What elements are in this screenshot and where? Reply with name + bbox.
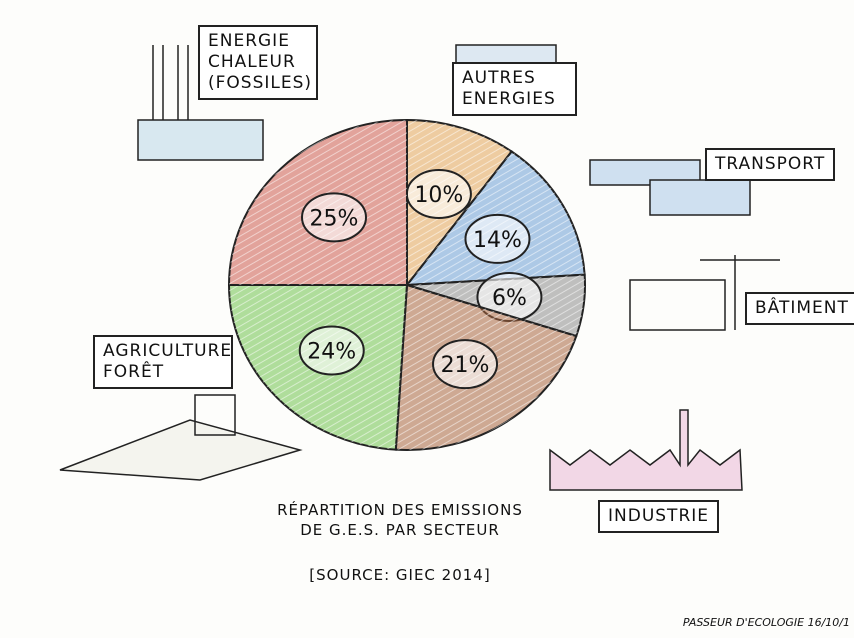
decor xyxy=(59,44,780,491)
value-label: 6% xyxy=(492,286,527,311)
label-ring xyxy=(432,339,499,390)
footer: PASSEUR D'ECOLOGIE 16/10/1 xyxy=(682,616,850,629)
pie: 10% 14% 6% 21% 24% 25% xyxy=(227,118,586,451)
category-label: AUTRES ENERGIES xyxy=(452,62,577,116)
label-ring xyxy=(464,213,531,264)
chart-title: RÉPARTITION DES EMISSIONS DE G.E.S. PAR … xyxy=(277,501,523,539)
category-label: BÂTIMENT xyxy=(745,292,854,325)
chart-subtitle: [SOURCE: GIEC 2014] xyxy=(309,566,491,584)
value-label: 10% xyxy=(414,183,463,208)
category-label: INDUSTRIE xyxy=(598,500,720,533)
category-label: AGRICULTURE FORÊT xyxy=(93,335,233,389)
value-label: 21% xyxy=(441,353,490,378)
value-label: 14% xyxy=(473,228,522,253)
value-label: 24% xyxy=(307,340,356,365)
category-label: ENERGIE CHALEUR (FOSSILES) xyxy=(198,25,318,100)
label-ring xyxy=(300,192,367,243)
value-label: 25% xyxy=(310,206,359,231)
label-ring xyxy=(298,325,365,376)
category-label: TRANSPORT xyxy=(705,148,836,181)
